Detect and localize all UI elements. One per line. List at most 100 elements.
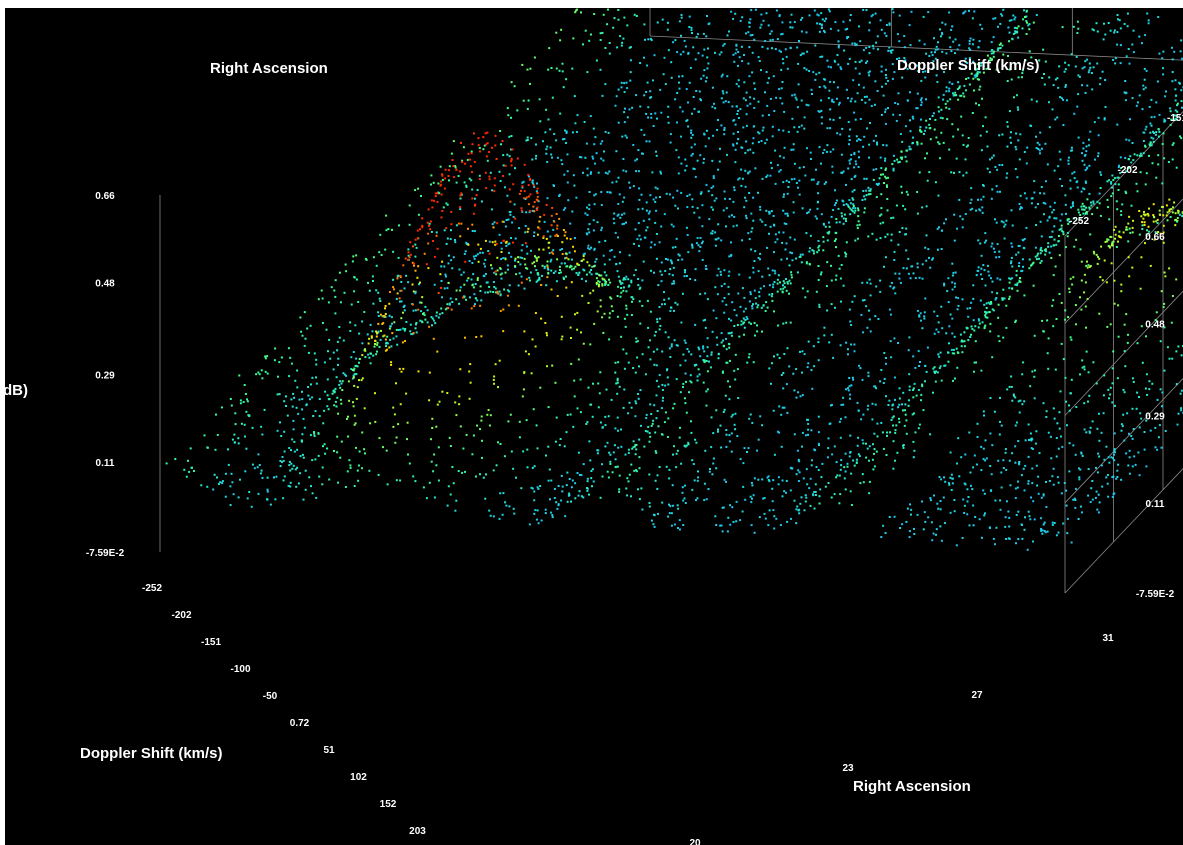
data-point bbox=[1037, 203, 1039, 205]
data-point bbox=[502, 239, 505, 242]
data-point bbox=[808, 262, 811, 265]
data-point bbox=[545, 454, 547, 457]
data-point bbox=[772, 75, 775, 78]
data-point bbox=[678, 254, 681, 257]
chart-3d-plot[interactable]: Right Ascension Doppler Shift (km/s) Dop… bbox=[5, 8, 1183, 845]
data-point bbox=[903, 46, 906, 49]
data-point bbox=[1104, 79, 1107, 81]
data-point bbox=[880, 113, 883, 116]
data-point bbox=[253, 467, 256, 470]
data-point bbox=[1043, 213, 1045, 216]
data-point bbox=[751, 484, 754, 487]
data-point bbox=[817, 469, 820, 471]
data-point bbox=[590, 470, 593, 472]
data-point bbox=[966, 307, 969, 310]
data-point bbox=[848, 308, 851, 311]
data-point bbox=[935, 328, 938, 331]
data-point bbox=[665, 258, 667, 260]
data-point bbox=[351, 377, 354, 380]
data-point bbox=[399, 275, 402, 277]
data-point bbox=[627, 278, 630, 281]
data-point bbox=[748, 170, 751, 173]
data-point bbox=[660, 225, 663, 228]
data-point bbox=[780, 445, 783, 448]
data-point bbox=[805, 468, 808, 471]
data-point bbox=[790, 178, 793, 181]
data-point bbox=[594, 136, 597, 139]
data-point bbox=[658, 328, 661, 331]
data-point bbox=[872, 139, 875, 142]
data-point bbox=[902, 391, 905, 394]
data-point bbox=[892, 154, 895, 157]
data-point bbox=[708, 360, 710, 363]
data-point bbox=[994, 166, 997, 168]
data-point bbox=[1129, 155, 1132, 158]
data-point bbox=[584, 156, 587, 159]
data-point bbox=[588, 231, 591, 234]
data-point bbox=[847, 121, 850, 123]
data-point bbox=[999, 47, 1002, 49]
data-point bbox=[880, 369, 883, 371]
data-point bbox=[608, 338, 611, 341]
data-point bbox=[771, 487, 774, 490]
data-point bbox=[550, 67, 553, 69]
data-point bbox=[535, 190, 538, 193]
data-point bbox=[518, 192, 521, 195]
data-point bbox=[551, 206, 554, 209]
data-point bbox=[880, 421, 883, 424]
data-point bbox=[982, 447, 985, 450]
data-point bbox=[615, 95, 618, 98]
data-point bbox=[614, 361, 617, 364]
data-point bbox=[772, 283, 775, 286]
data-point bbox=[801, 445, 803, 448]
data-point bbox=[889, 285, 892, 288]
data-point bbox=[995, 256, 998, 259]
data-point bbox=[981, 278, 984, 280]
data-point bbox=[978, 322, 981, 325]
data-point bbox=[857, 138, 860, 141]
data-point bbox=[403, 287, 406, 290]
data-point bbox=[871, 13, 874, 16]
data-point bbox=[1117, 463, 1120, 466]
data-point bbox=[884, 82, 887, 85]
data-point bbox=[718, 160, 721, 163]
data-point bbox=[803, 353, 806, 356]
data-point bbox=[920, 101, 923, 104]
data-point bbox=[815, 168, 817, 171]
data-point bbox=[1058, 254, 1061, 257]
data-point bbox=[582, 43, 584, 46]
data-point bbox=[543, 267, 546, 270]
data-point bbox=[399, 300, 401, 303]
data-point bbox=[650, 269, 652, 272]
data-point bbox=[884, 159, 886, 162]
data-point bbox=[558, 444, 561, 447]
data-point bbox=[870, 105, 873, 107]
data-point bbox=[817, 341, 820, 344]
data-point bbox=[489, 290, 492, 293]
data-point bbox=[1104, 33, 1107, 36]
data-point bbox=[474, 303, 476, 306]
data-point bbox=[1016, 27, 1019, 30]
data-point bbox=[488, 175, 491, 178]
data-point bbox=[698, 348, 701, 351]
data-point bbox=[627, 412, 630, 415]
data-point bbox=[1077, 93, 1080, 96]
data-point bbox=[1152, 203, 1155, 206]
data-point bbox=[1152, 220, 1155, 223]
data-point bbox=[549, 128, 552, 131]
data-point bbox=[597, 285, 600, 288]
data-point bbox=[664, 411, 667, 414]
data-point bbox=[699, 154, 702, 157]
data-point bbox=[776, 353, 779, 356]
data-point bbox=[1051, 108, 1054, 111]
data-point bbox=[691, 32, 693, 34]
data-point bbox=[830, 333, 833, 336]
data-point bbox=[954, 38, 957, 41]
data-point bbox=[722, 44, 725, 47]
data-point bbox=[725, 429, 728, 431]
data-point bbox=[958, 44, 961, 47]
data-point bbox=[1084, 180, 1087, 183]
chart-frame: Right Ascension Doppler Shift (km/s) Dop… bbox=[5, 8, 1183, 845]
data-point bbox=[725, 480, 727, 483]
data-point bbox=[1081, 208, 1083, 211]
